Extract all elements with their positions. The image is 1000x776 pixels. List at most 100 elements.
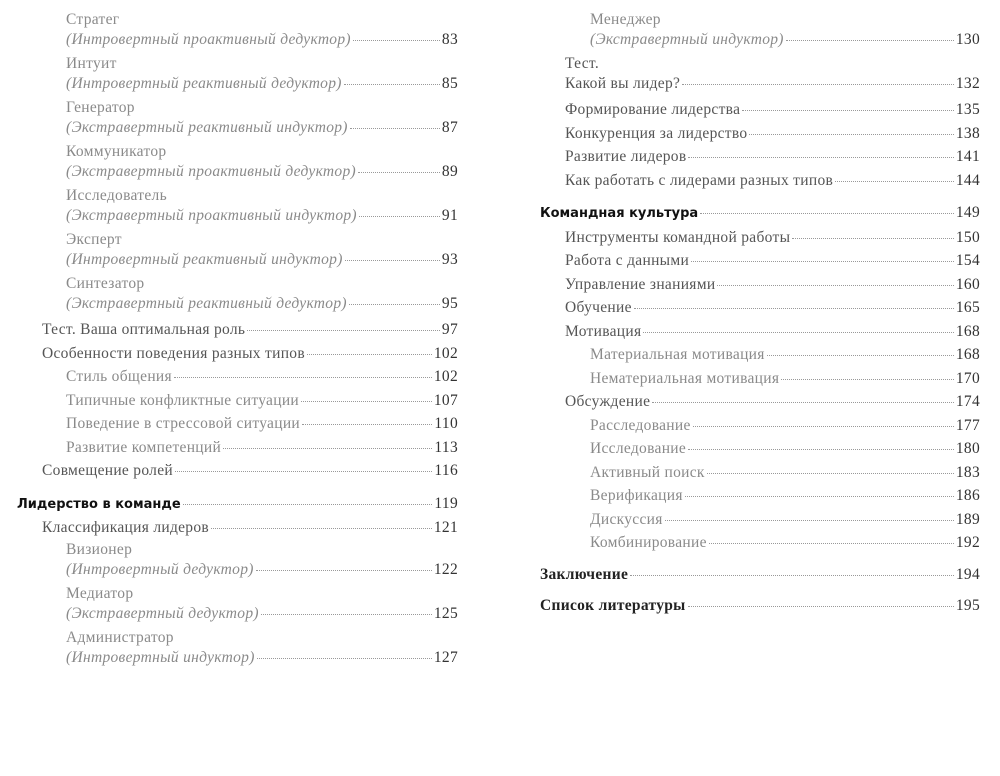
dot-leader <box>781 378 954 380</box>
toc-entry[interactable]: Эксперт (Интровертный реактивный индуктор… <box>0 230 458 270</box>
toc-entry[interactable]: Конкуренция за лидерство 138 <box>520 122 980 146</box>
toc-entry-title: Тест. Ваша оптимальная роль <box>42 321 246 338</box>
toc-entry[interactable]: Нематериальная мотивация 170 <box>520 367 980 391</box>
toc-entry[interactable]: Формирование лидерства 135 <box>520 98 980 122</box>
toc-entry[interactable]: Развитие компетенций 113 <box>0 436 458 460</box>
toc-entry-title: Дискуссия <box>590 510 663 528</box>
toc-entry[interactable]: Визионер (Интровертный дедуктор) 122 <box>0 540 458 580</box>
toc-entry-title: Как работать с лидерами разных типов <box>565 171 834 189</box>
toc-line: Синтезатор <box>66 274 458 294</box>
toc-entry[interactable]: Верификация 186 <box>520 484 980 508</box>
toc-entry-title: Развитие лидеров <box>565 148 687 165</box>
toc-entry[interactable]: Активный поиск 183 <box>520 461 980 485</box>
toc-entry[interactable]: Медиатор (Экстравертный дедуктор) 125 <box>0 584 458 624</box>
dot-leader <box>306 353 432 355</box>
toc-entry[interactable]: Заключение 194 <box>520 563 980 587</box>
toc-entry[interactable]: Коммуникатор (Экстравертный проактивный д… <box>0 142 458 182</box>
toc-entry[interactable]: Стратег (Интровертный проактивный дедукто… <box>0 10 458 50</box>
toc-entry-title: Поведение в стрессовой ситуации <box>66 415 301 432</box>
toc-entry[interactable]: Комбинирование 192 <box>520 531 980 555</box>
toc-entry[interactable]: Тест. Ваша оптимальная роль 97 <box>0 318 458 342</box>
toc-entry[interactable]: Менеджер (Экстравертный индуктор) 130 <box>520 10 980 50</box>
toc-entry[interactable]: Обсуждение 174 <box>520 390 980 414</box>
dot-leader <box>643 331 954 333</box>
toc-line: Медиатор <box>66 584 458 604</box>
page-number: 177 <box>955 416 980 434</box>
toc-entry-title: (Интровертный реактивный дедуктор) <box>66 75 342 92</box>
toc-entry-title: Синтезатор <box>66 275 145 292</box>
toc-entry[interactable]: Особенности поведения разных типов 102 <box>0 342 458 366</box>
dot-leader <box>706 472 954 474</box>
toc-line: Верификация 186 <box>590 484 980 508</box>
toc-line: Материальная мотивация 168 <box>590 343 980 367</box>
toc-entry[interactable]: Лидерство в команде 119 <box>0 492 458 517</box>
toc-entry[interactable]: Тест. Какой вы лидер? 132 <box>520 54 980 94</box>
toc-line: Дискуссия 189 <box>590 508 980 532</box>
dot-leader <box>182 503 433 505</box>
toc-entry[interactable]: Генератор (Экстравертный реактивный индук… <box>0 98 458 138</box>
page-number: 138 <box>955 124 980 142</box>
toc-line: (Интровертный проактивный дедуктор) 83 <box>66 30 458 50</box>
toc-line: Комбинирование 192 <box>590 531 980 555</box>
toc-entry[interactable]: Исследование 180 <box>520 437 980 461</box>
toc-entry[interactable]: Классификация лидеров 121 <box>0 516 458 540</box>
toc-entry[interactable]: Инструменты командной работы 150 <box>520 226 980 250</box>
toc-line: Мотивация 168 <box>565 320 980 344</box>
dot-leader <box>255 569 432 571</box>
dot-leader <box>717 284 954 286</box>
toc-entry[interactable]: Список литературы 195 <box>520 594 980 618</box>
toc-line: (Экстравертный реактивный дедуктор) 95 <box>66 294 458 314</box>
toc-entry[interactable]: Поведение в стрессовой ситуации 110 <box>0 412 458 436</box>
dot-leader <box>742 110 954 111</box>
dot-leader <box>175 471 433 472</box>
toc-line: Список литературы 195 <box>540 594 980 618</box>
page-number: 122 <box>433 560 458 578</box>
dot-leader <box>633 308 954 309</box>
toc-entry-title: Типичные конфликтные ситуации <box>66 391 300 409</box>
toc-entry[interactable]: Стиль общения 102 <box>0 365 458 389</box>
toc-entry[interactable]: Как работать с лидерами разных типов 144 <box>520 169 980 193</box>
toc-line: (Интровертный индуктор) 127 <box>66 648 458 668</box>
page-number: 107 <box>433 391 458 409</box>
toc-entry[interactable]: Развитие лидеров 141 <box>520 145 980 169</box>
toc-entry-title: Исследователь <box>66 187 167 204</box>
dot-leader <box>211 528 432 529</box>
toc-entry[interactable]: Расследование 177 <box>520 414 980 438</box>
dot-leader <box>344 260 440 261</box>
toc-line: Тест. <box>565 54 980 74</box>
toc-line: (Экстравертный реактивный индуктор) 87 <box>66 118 458 138</box>
toc-line: Менеджер <box>590 10 980 30</box>
toc-entry[interactable]: Управление знаниями 160 <box>520 273 980 297</box>
toc-entry[interactable]: Синтезатор (Экстравертный реактивный деду… <box>0 274 458 314</box>
toc-line: Интуит <box>66 54 458 74</box>
toc-line: Эксперт <box>66 230 458 250</box>
page-number: 168 <box>955 322 980 340</box>
toc-entry[interactable]: Работа с данными 154 <box>520 249 980 273</box>
toc-entry[interactable]: Материальная мотивация 168 <box>520 343 980 367</box>
dot-leader <box>692 425 954 427</box>
toc-entry[interactable]: Совмещение ролей 116 <box>0 459 458 483</box>
toc-entry-title: Заключение <box>540 565 629 583</box>
toc-line: Визионер <box>66 540 458 560</box>
page-number: 85 <box>441 75 458 92</box>
toc-entry-title: Менеджер <box>590 11 661 28</box>
toc-line: (Экстравертный проактивный дедуктор) 89 <box>66 162 458 182</box>
toc-entry[interactable]: Командная культура 149 <box>520 201 980 226</box>
toc-line: Исследователь <box>66 186 458 206</box>
toc-entry[interactable]: Администратор (Интровертный индуктор) 127 <box>0 628 458 668</box>
toc-entry[interactable]: Интуит (Интровертный реактивный дедуктор)… <box>0 54 458 94</box>
toc-entry-title: Мотивация <box>565 322 642 340</box>
toc-entry-title: Список литературы <box>540 597 686 614</box>
page-number: 102 <box>433 368 458 385</box>
toc-entry[interactable]: Типичные конфликтные ситуации 107 <box>0 389 458 413</box>
page-number: 130 <box>955 31 980 48</box>
toc-entry[interactable]: Исследователь (Экстравертный проактивный … <box>0 186 458 226</box>
toc-entry[interactable]: Мотивация 168 <box>520 320 980 344</box>
toc-entry[interactable]: Дискуссия 189 <box>520 508 980 532</box>
toc-entry-title: Какой вы лидер? <box>565 75 681 92</box>
page-number: 116 <box>434 462 458 479</box>
toc-entry-title: (Экстравертный проактивный индуктор) <box>66 207 357 224</box>
toc-entry[interactable]: Обучение 165 <box>520 296 980 320</box>
toc-entry-title: Совмещение ролей <box>42 462 173 479</box>
page-number: 113 <box>434 438 458 456</box>
